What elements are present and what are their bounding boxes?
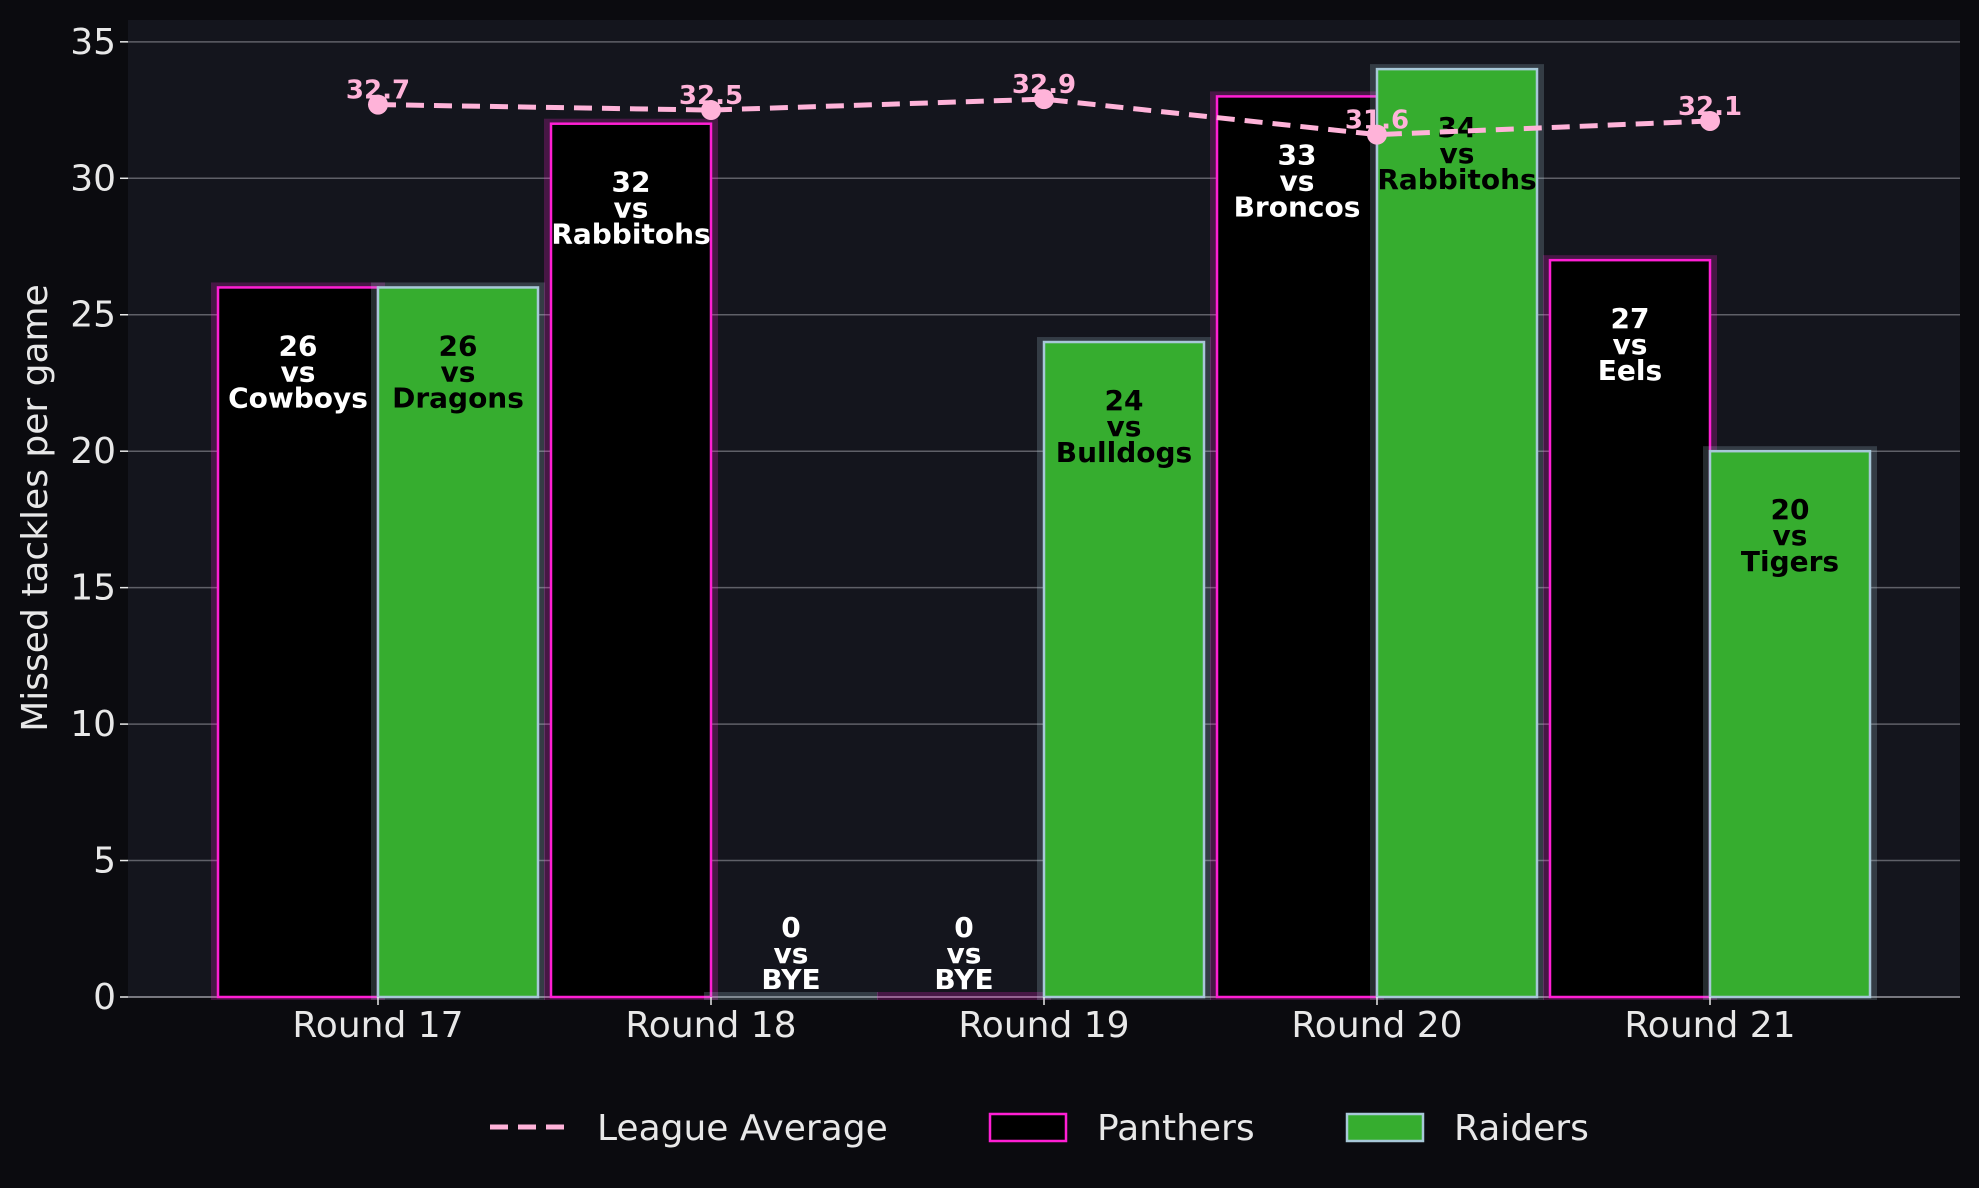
- bar-value-label: vs: [774, 937, 809, 970]
- bar-value-label: 26: [439, 329, 478, 362]
- bar-value-label: 32: [612, 166, 651, 199]
- bar-value-label: vs: [1107, 410, 1142, 443]
- league-average-label: 32.9: [1012, 70, 1076, 100]
- x-tick-label: Round 19: [958, 1005, 1129, 1046]
- bar-value-label: Broncos: [1234, 190, 1361, 223]
- bar-value-label: vs: [1440, 137, 1475, 170]
- bar-value-label: Tigers: [1741, 545, 1839, 578]
- bar-raiders: [1375, 67, 1539, 999]
- bar-value-label: vs: [281, 355, 316, 388]
- bar-panthers: [1215, 95, 1379, 999]
- bar-value-label: BYE: [761, 963, 820, 996]
- bar-value-label: vs: [947, 937, 982, 970]
- x-axis-ticks: Round 17 Round 18 Round 19 Round 20 Round 21: [292, 997, 1796, 1046]
- y-tick-label: 20: [70, 431, 116, 472]
- legend-swatch-bar: [1345, 1112, 1425, 1143]
- league-average-point: [1034, 89, 1054, 110]
- bar-raiders: [376, 286, 540, 999]
- league-average-line: 32.7 32.5 32.9 31.6 32.1: [346, 70, 1742, 145]
- bar-panthers: [216, 286, 380, 999]
- x-tick-label: Round 17: [292, 1005, 463, 1046]
- bar-value-label: 0: [781, 911, 800, 944]
- bar-value-label: BYE: [934, 963, 993, 996]
- legend-label: Raiders: [1454, 1108, 1589, 1149]
- bar-value-label: 20: [1771, 493, 1810, 526]
- bar-glow: [704, 992, 878, 1000]
- y-tick-label: 10: [70, 704, 116, 745]
- x-tick-label: Round 18: [625, 1005, 796, 1046]
- bar-value-label: Rabbitohs: [1377, 163, 1536, 196]
- bar-value-label: 0: [954, 911, 973, 944]
- bar-panthers: [549, 122, 713, 999]
- x-tick-label: Round 20: [1291, 1005, 1462, 1046]
- y-tick-label: 0: [93, 977, 116, 1018]
- bar-value-label: vs: [1280, 164, 1315, 197]
- league-average-point: [701, 100, 721, 121]
- league-average-label: 32.1: [1678, 92, 1742, 122]
- bar-value-label: Bulldogs: [1056, 436, 1192, 469]
- league-average-point: [1367, 124, 1387, 145]
- league-average-label: 32.5: [679, 81, 743, 111]
- y-tick-label: 15: [70, 568, 116, 609]
- bars: [211, 64, 1877, 1001]
- bar-value-label: vs: [1773, 519, 1808, 552]
- league-average-label: 32.7: [346, 76, 410, 106]
- bar-raiders: [1708, 449, 1872, 999]
- bar-labels: 26vsCowboys26vsDragons32vsRabbitohs0vsBY…: [228, 111, 1839, 996]
- legend-label: Panthers: [1097, 1108, 1255, 1149]
- bar-raiders: [1042, 340, 1206, 999]
- y-tick-label: 30: [70, 158, 116, 199]
- legend-label: League Average: [597, 1108, 888, 1149]
- bar-value-label: 24: [1105, 384, 1144, 417]
- legend: League Average Panthers Raiders: [490, 1108, 1589, 1149]
- bar-value-label: vs: [1613, 328, 1648, 361]
- bar-value-label: 27: [1611, 302, 1650, 335]
- bar-value-label: Dragons: [392, 381, 524, 414]
- y-axis-title: Missed tackles per game: [15, 284, 56, 732]
- y-tick-label: 25: [70, 295, 116, 336]
- bar-value-label: Cowboys: [228, 381, 368, 414]
- league-average-label: 31.6: [1345, 106, 1409, 136]
- bar-value-label: 33: [1278, 138, 1317, 171]
- legend-swatch-bar: [988, 1112, 1068, 1143]
- bar-value-label: 34: [1438, 111, 1477, 144]
- league-average-point: [368, 94, 388, 115]
- bar-value-label: 26: [279, 329, 318, 362]
- bar-value-label: Eels: [1598, 354, 1662, 387]
- y-tick-label: 5: [93, 841, 116, 882]
- x-tick-label: Round 21: [1624, 1005, 1795, 1046]
- bar-value-label: vs: [614, 192, 649, 225]
- y-axis-ticks: 0 5 10 15 20 25 30 35: [70, 22, 128, 1018]
- y-tick-label: 35: [70, 22, 116, 63]
- bar-value-label: vs: [441, 355, 476, 388]
- bar-value-label: Rabbitohs: [551, 218, 710, 251]
- league-average-point: [1700, 110, 1720, 131]
- bar-panthers: [1548, 258, 1712, 999]
